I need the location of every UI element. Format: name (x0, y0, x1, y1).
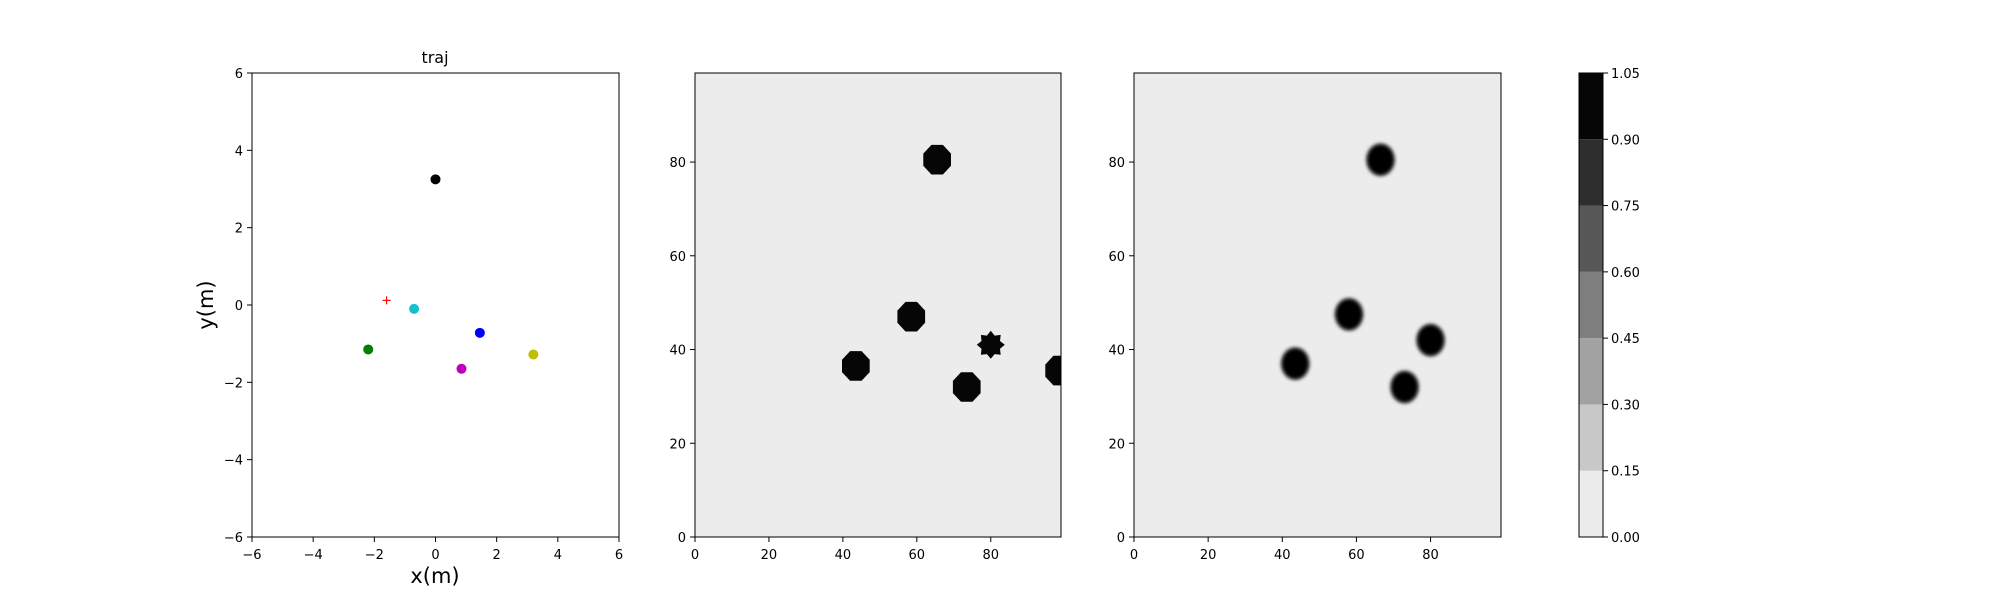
colorbar-tick-label: 0.60 (1611, 266, 1640, 281)
blob (923, 144, 951, 175)
blob (842, 351, 870, 381)
plus-marker (382, 296, 391, 305)
colorbar-bands (1579, 73, 1603, 537)
colorbar-tick-label: 0.15 (1611, 465, 1640, 480)
x-tick-label: 40 (1274, 548, 1291, 563)
blob-core (1282, 348, 1309, 379)
y-tick-label: 40 (1108, 344, 1125, 359)
heatmap-1-blobs (842, 144, 1061, 402)
x-tick-label: 6 (615, 548, 623, 563)
y-tick-label: −2 (224, 376, 243, 391)
x-tick-label: 0 (1130, 548, 1138, 563)
y-tick-label: 0 (235, 299, 243, 314)
colorbar-tick-label: 1.05 (1611, 67, 1640, 82)
x-tick-label: 60 (909, 548, 926, 563)
blob (952, 372, 981, 402)
y-tick-label: 80 (1108, 156, 1125, 171)
x-tick-label: −6 (242, 548, 261, 563)
traj-points (363, 174, 539, 374)
x-tick-label: 80 (982, 548, 999, 563)
y-tick-label: 0 (1117, 531, 1125, 546)
heatmap-1-axes-frame (694, 72, 1062, 538)
y-tick-label: 20 (669, 437, 686, 452)
y-tick-label: 80 (669, 156, 686, 171)
colorbar-tick-label: 0.45 (1611, 332, 1640, 347)
blob-core (1391, 372, 1418, 403)
colorbar-band (1579, 404, 1603, 471)
colorbar-tick-label: 0.30 (1611, 398, 1640, 413)
blob (976, 330, 1005, 359)
heatmap-2-axes-frame (1133, 72, 1502, 538)
traj-title: traj (421, 48, 448, 67)
y-tick-label: 40 (669, 344, 686, 359)
y-tick-label: 20 (1108, 437, 1125, 452)
traj-panel: traj −6 −4 −2 0 2 4 6 −6 −4 −2 0 2 4 6 x(m) y(m) (194, 48, 623, 588)
heatmap-1-background (695, 73, 1061, 537)
colorbar-ticks: 0.00 0.15 0.30 0.45 0.60 0.75 0.90 1.05 (1603, 67, 1640, 546)
colorbar-band (1579, 338, 1603, 405)
y-tick-label: 2 (235, 222, 243, 237)
traj-ylabel: y(m) (194, 280, 218, 329)
colorbar: 0.00 0.15 0.30 0.45 0.60 0.75 0.90 1.05 (1578, 67, 1640, 546)
x-tick-label: 0 (431, 548, 439, 563)
x-tick-label: 20 (761, 548, 778, 563)
heatmap-panel-2: 0 20 40 60 80 0 20 40 60 80 (1108, 72, 1502, 563)
blob-core (1367, 144, 1394, 175)
heatmap-2-blobs (1280, 142, 1446, 405)
x-tick-label: 40 (835, 548, 852, 563)
x-tick-label: 60 (1348, 548, 1365, 563)
y-tick-label: 4 (235, 144, 243, 159)
colorbar-tick-label: 0.90 (1611, 133, 1640, 148)
y-tick-label: 60 (669, 250, 686, 265)
x-tick-label: 0 (691, 548, 699, 563)
traj-ticks: −6 −4 −2 0 2 4 6 −6 −4 −2 0 2 4 6 (224, 67, 623, 563)
point-marker (409, 303, 420, 314)
x-tick-label: −2 (365, 548, 384, 563)
colorbar-frame (1578, 72, 1604, 538)
blob (897, 301, 926, 332)
traj-xlabel: x(m) (410, 564, 459, 588)
y-tick-label: −4 (224, 454, 243, 469)
traj-axes-frame (251, 72, 620, 538)
blob (1045, 355, 1061, 386)
colorbar-tick-label: 0.75 (1611, 200, 1640, 215)
x-tick-label: 4 (554, 548, 562, 563)
blob-core (1336, 299, 1363, 330)
x-tick-label: −4 (304, 548, 323, 563)
point-marker (474, 327, 485, 338)
blob-core (1417, 325, 1444, 356)
x-tick-label: 80 (1422, 548, 1439, 563)
colorbar-band (1579, 205, 1603, 272)
heatmap-2-ticks: 0 20 40 60 80 0 20 40 60 80 (1108, 156, 1438, 563)
heatmap-panel-1: 0 20 40 60 80 0 20 40 60 80 (669, 72, 1062, 563)
point-marker (456, 363, 467, 374)
point-marker (528, 349, 539, 360)
y-tick-label: 60 (1108, 250, 1125, 265)
point-marker (430, 174, 441, 185)
y-tick-label: 0 (678, 531, 686, 546)
point-marker (363, 344, 374, 355)
colorbar-tick-label: 0.00 (1611, 531, 1640, 546)
colorbar-band (1579, 73, 1603, 140)
x-tick-label: 20 (1200, 548, 1217, 563)
y-tick-label: −6 (224, 531, 243, 546)
x-tick-label: 2 (493, 548, 501, 563)
heatmap-1-ticks: 0 20 40 60 80 0 20 40 60 80 (669, 156, 999, 563)
colorbar-band (1579, 139, 1603, 206)
colorbar-band (1579, 271, 1603, 339)
colorbar-band (1579, 470, 1603, 537)
heatmap-2-background (1134, 73, 1501, 537)
y-tick-label: 6 (235, 67, 243, 82)
